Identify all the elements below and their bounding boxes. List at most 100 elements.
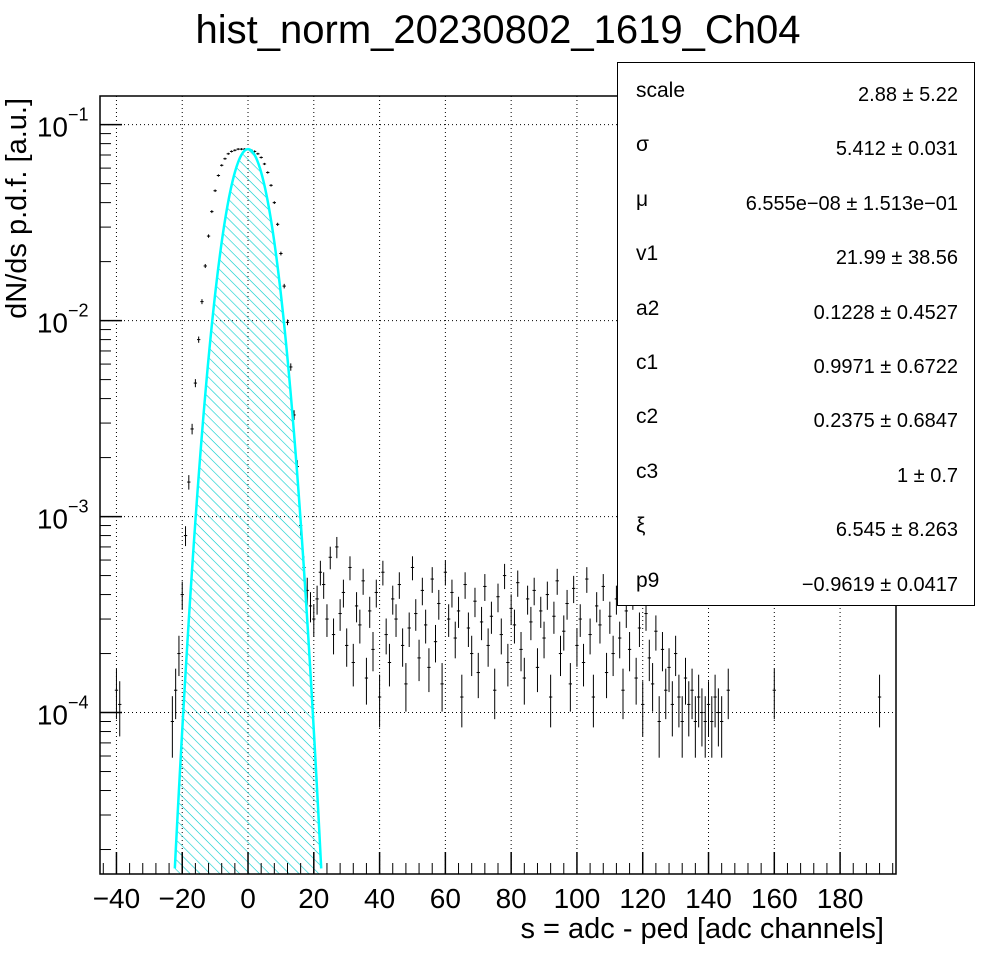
histogram-point <box>664 668 668 720</box>
stats-row-6: c2 0.2375 ± 0.6847 <box>618 405 974 435</box>
histogram-point <box>331 618 336 655</box>
histogram-point <box>483 574 487 601</box>
fit-stats-box: scale 2.88 ± 5.22 σ 5.412 ± 0.031 μ 6.555e−08… <box>617 62 975 606</box>
histogram-point <box>673 635 678 677</box>
x-tick-label: 120 <box>619 883 666 914</box>
histogram-point <box>358 609 362 644</box>
x-tick-label: 160 <box>751 883 798 914</box>
histogram-point <box>772 668 776 720</box>
histogram-point <box>170 696 175 758</box>
histogram-point <box>680 696 684 758</box>
histogram-point <box>460 674 464 728</box>
stats-param-value: 0.2375 ± 0.6847 <box>813 410 958 433</box>
histogram-point <box>532 577 536 606</box>
histogram-point <box>572 575 576 604</box>
y-tick-exponent: −4 <box>68 693 89 713</box>
histogram-point <box>706 681 711 737</box>
histogram-point <box>322 572 326 599</box>
histogram-point <box>713 674 717 728</box>
stats-param-name: scale <box>636 79 686 102</box>
histogram-point <box>476 652 480 699</box>
histogram-point <box>667 648 671 693</box>
stats-param-name: c2 <box>636 405 659 429</box>
histogram-point <box>535 648 540 693</box>
histogram-point <box>200 299 204 305</box>
histogram-point <box>183 526 188 547</box>
histogram-point <box>361 568 365 595</box>
histogram-point <box>493 668 497 720</box>
histogram-point <box>440 663 444 712</box>
y-axis-label: dN/ds p.d.f. [a.u.] <box>1 98 33 319</box>
histogram-point <box>216 174 221 177</box>
histogram-point <box>368 596 372 628</box>
histogram-point <box>690 668 694 720</box>
stats-param-name: ξ <box>636 514 646 538</box>
x-tick-label: −40 <box>93 883 141 914</box>
histogram-point <box>394 604 398 637</box>
histogram-point <box>512 609 517 644</box>
histogram-point <box>591 674 596 728</box>
histogram-point <box>555 568 559 595</box>
histogram-point <box>703 696 707 758</box>
histogram-point <box>509 594 513 626</box>
histogram-point <box>177 635 181 677</box>
histogram-point <box>308 592 313 623</box>
axes: −40 −20 0 20 40 60 80 100 120 140 160 18010−110−210… <box>37 105 894 914</box>
histogram-point <box>877 674 882 728</box>
x-tick-label: −20 <box>158 883 206 914</box>
histogram-point <box>697 674 701 728</box>
histogram-point <box>335 536 339 559</box>
histogram-point <box>588 618 592 655</box>
histogram-point <box>223 157 227 160</box>
histogram-point <box>456 596 461 628</box>
stats-param-name: v1 <box>636 242 659 266</box>
histogram-point <box>374 579 378 608</box>
stats-row-5: c1 0.9971 ± 0.6722 <box>618 351 974 381</box>
histogram-point <box>338 599 342 631</box>
stats-param-name: c1 <box>636 351 659 374</box>
histogram-point <box>397 572 401 599</box>
histogram-point <box>351 643 355 687</box>
histogram-point <box>348 556 352 581</box>
histogram-point <box>256 152 260 155</box>
histogram-point <box>193 379 198 388</box>
histogram-point <box>693 696 697 758</box>
stats-param-name: p9 <box>636 568 660 592</box>
histogram-point <box>417 639 421 682</box>
histogram-point <box>354 592 359 623</box>
y-tick-exponent: −2 <box>68 301 89 321</box>
x-tick-label: 40 <box>364 883 395 914</box>
stats-param-value: 0.9971 ± 0.6722 <box>813 356 958 378</box>
histogram-point <box>259 156 263 159</box>
histogram-point <box>595 592 599 623</box>
stats-param-value: 6.545 ± 8.263 <box>835 519 958 542</box>
histogram-point <box>450 579 454 608</box>
histogram-point <box>410 556 415 581</box>
histogram-point <box>726 668 730 720</box>
histogram-point <box>325 604 329 637</box>
x-tick-label: 180 <box>817 883 864 914</box>
stats-param-name: a2 <box>636 296 660 320</box>
stats-param-value: −0.9619 ± 0.0417 <box>801 573 958 596</box>
histogram-point <box>608 601 612 634</box>
histogram-point <box>683 657 688 705</box>
histogram-point <box>371 632 375 672</box>
histogram-point <box>210 210 214 214</box>
stats-row-2: μ 6.555e−08 ± 1.513e−01 <box>618 188 974 218</box>
histogram-point <box>647 639 651 682</box>
x-tick-label: 80 <box>496 883 527 914</box>
stats-param-value: 6.555e−08 ± 1.513e−01 <box>745 192 958 215</box>
histogram-point <box>206 234 211 238</box>
histogram-point <box>174 668 178 720</box>
stats-param-value: 1 ± 0.7 <box>896 464 958 487</box>
histogram-point <box>262 162 267 166</box>
y-tick-exponent: −1 <box>68 105 89 125</box>
y-tick-label: 10 <box>37 504 68 535</box>
histogram-point <box>545 581 549 610</box>
stats-param-name: σ <box>636 133 649 157</box>
histogram-point <box>489 601 494 634</box>
histogram-point <box>453 621 457 659</box>
histogram-point <box>318 560 323 586</box>
histogram-point <box>539 596 543 628</box>
histogram-point <box>522 657 526 705</box>
